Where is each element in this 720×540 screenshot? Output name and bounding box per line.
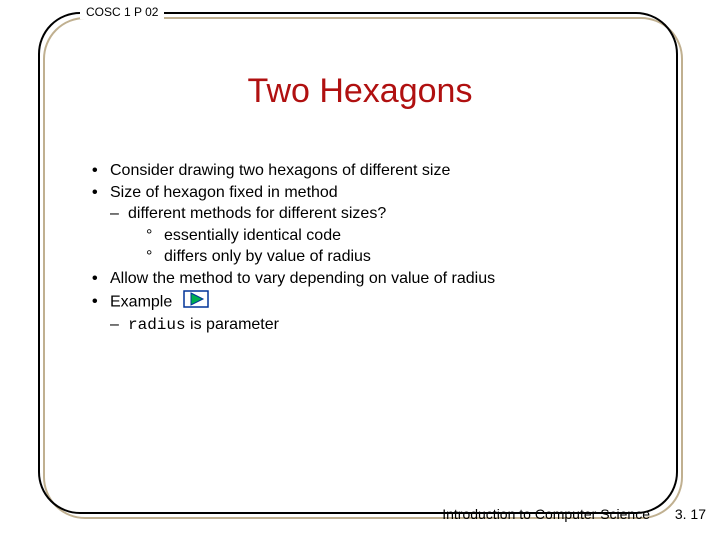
bullet-4-1: radius is parameter	[110, 314, 632, 337]
slide-content: Consider drawing two hexagons of differe…	[92, 160, 632, 337]
bullet-2: Size of hexagon fixed in method differen…	[92, 182, 632, 268]
bullet-1-text: Consider drawing two hexagons of differe…	[110, 162, 450, 179]
bullet-2-1: different methods for different sizes? e…	[110, 203, 632, 268]
bullet-2-text: Size of hexagon fixed in method	[110, 184, 338, 201]
bullet-4-1-code: radius	[128, 316, 186, 334]
course-label: COSC 1 P 02	[80, 5, 164, 19]
bullet-2-1-1-text: essentially identical code	[164, 227, 341, 244]
bullet-2-1-2: differs only by value of radius	[146, 246, 632, 268]
bullet-1: Consider drawing two hexagons of differe…	[92, 160, 632, 182]
slide-title: Two Hexagons	[0, 72, 720, 111]
bullet-4-text: Example	[110, 293, 172, 310]
bullet-2-1-text: different methods for different sizes?	[128, 205, 386, 222]
bullet-3: Allow the method to vary depending on va…	[92, 268, 632, 290]
footer-subject: Introduction to Computer Science	[442, 506, 650, 522]
play-icon[interactable]	[183, 290, 209, 315]
bullet-4-1-rest: is parameter	[186, 316, 279, 333]
bullet-3-text: Allow the method to vary depending on va…	[110, 270, 495, 287]
footer-slide-number: 3. 17	[675, 506, 706, 522]
bullet-2-1-2-text: differs only by value of radius	[164, 248, 371, 265]
bullet-2-1-1: essentially identical code	[146, 225, 632, 247]
bullet-4: Example radius is parameter	[92, 290, 632, 337]
